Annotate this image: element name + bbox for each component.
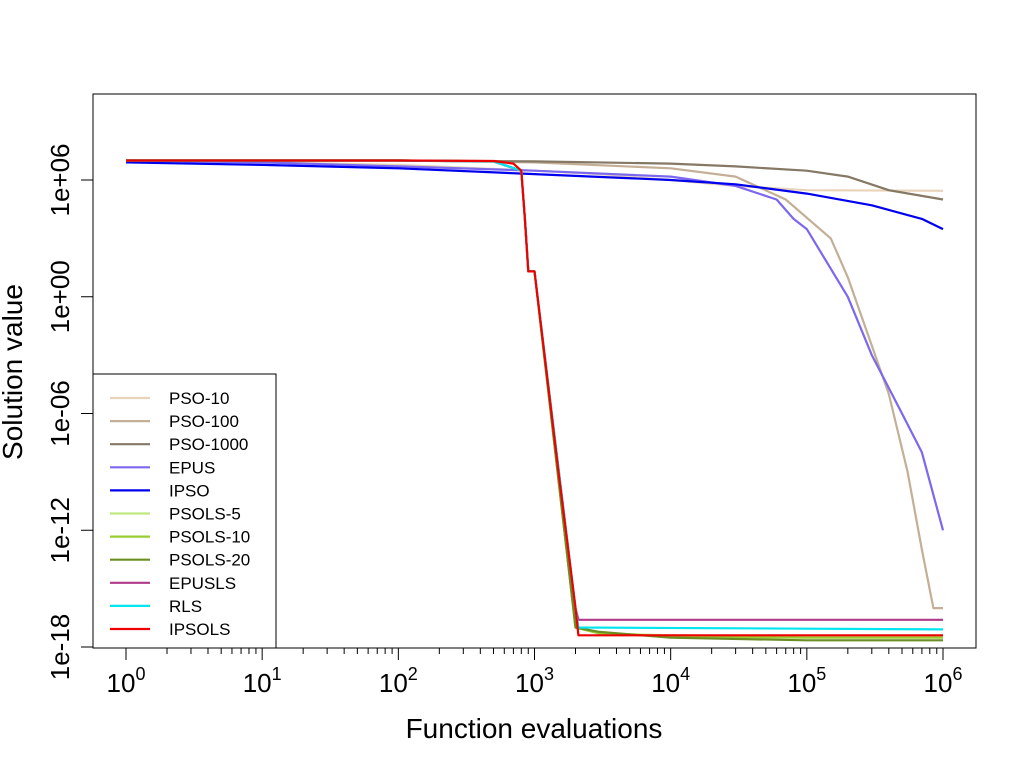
legend-label: PSO-1000 (169, 435, 248, 454)
legend-entry: EPUSLS (110, 574, 236, 593)
y-tick-label: 1e-06 (45, 380, 75, 447)
y-tick-label: 1e-12 (45, 497, 75, 564)
y-tick-label: 1e-18 (45, 614, 75, 681)
legend-label: IPSOLS (169, 620, 230, 639)
legend-label: PSO-10 (169, 389, 229, 408)
x-tick-label: 103 (515, 664, 554, 698)
legend-label: PSOLS-10 (169, 528, 250, 547)
legend-entry: RLS (110, 597, 202, 616)
legend-entry: PSOLS-20 (110, 551, 250, 570)
series-lines (125, 159, 945, 642)
legend-label: PSO-100 (169, 412, 239, 431)
x-tick-label: 102 (379, 664, 418, 698)
y-tick-label: 1e+06 (45, 143, 75, 216)
legend-box (92, 373, 277, 649)
legend-label: EPUS (169, 458, 215, 477)
series-line-ipso (125, 161, 944, 231)
legend-entry: IPSO (110, 481, 210, 500)
legend-entry: PSO-10 (110, 389, 229, 408)
series-line-epus (125, 159, 945, 531)
legend-entry: IPSOLS (110, 620, 230, 639)
legend-entry: EPUS (110, 458, 215, 477)
y-axis-label: Solution value (0, 284, 28, 460)
x-tick-label: 106 (924, 664, 963, 698)
legend-label: PSOLS-5 (169, 505, 241, 524)
legend-entry: PSO-1000 (110, 435, 248, 454)
legend-label: EPUSLS (169, 574, 236, 593)
legend-entry: PSOLS-10 (110, 528, 250, 547)
legend-label: RLS (169, 597, 202, 616)
x-tick-label: 101 (243, 664, 282, 698)
legend-entry: PSO-100 (110, 412, 239, 431)
series-line-ipsols (126, 159, 943, 637)
legend-label: PSOLS-20 (169, 551, 250, 570)
x-tick-label: 100 (107, 664, 146, 698)
x-axis: 100 101 102 103 104 105 106 (107, 647, 963, 698)
legend-label: IPSO (169, 481, 210, 500)
x-tick-label: 104 (651, 664, 690, 698)
y-tick-label: 1e+00 (45, 260, 75, 333)
series-line-pso-1000 (126, 159, 944, 201)
legend: PSO-10 PSO-100 PSO-1000 EPUS IPSO PSOLS-5 PSOL… (92, 373, 277, 649)
x-axis-label: Function evaluations (406, 713, 663, 744)
y-axis: 1e-18 1e-12 1e-06 1e+00 1e+06 (45, 143, 94, 681)
legend-entry: PSOLS-5 (110, 505, 241, 524)
x-tick-label: 105 (787, 664, 826, 698)
